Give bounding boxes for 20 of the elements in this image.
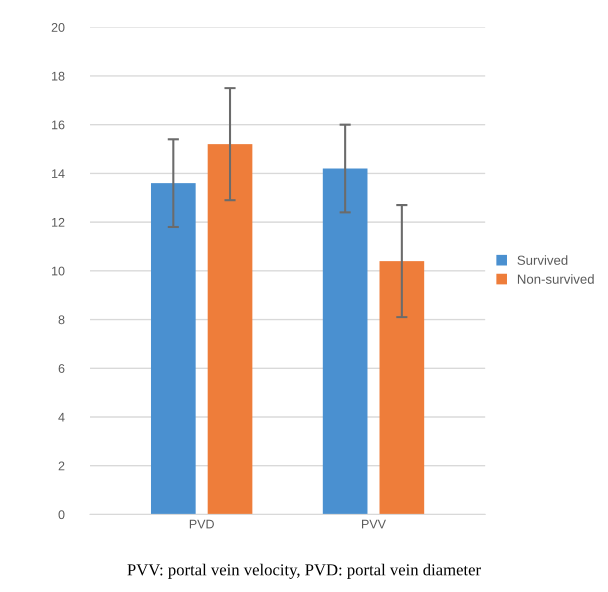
y-tick-label: 14 <box>52 169 65 178</box>
x-tick-label: PVV <box>362 520 386 528</box>
y-tick-label: 12 <box>52 218 64 227</box>
text: PVV: portal vein velocity, PVD: portal vein diameter <box>127 564 481 579</box>
x-tick-label: PVD <box>190 520 214 528</box>
y-tick-label: 16 <box>52 120 64 130</box>
y-tick-label: 6 <box>58 364 64 373</box>
y-tick-label: 20 <box>52 23 64 32</box>
y-tick-label: 0 <box>58 510 64 520</box>
legend-label: Survived <box>517 255 568 265</box>
bar <box>208 144 252 514</box>
y-tick-label: 18 <box>52 72 64 81</box>
legend-label: Non-survived <box>518 274 594 284</box>
y-tick-label: 8 <box>58 315 64 324</box>
bar <box>322 168 368 514</box>
y-tick-label: 10 <box>52 266 64 276</box>
bar <box>380 261 424 514</box>
y-tick-label: 4 <box>58 412 65 422</box>
y-tick-label: 2 <box>58 462 64 470</box>
bar <box>150 183 196 514</box>
